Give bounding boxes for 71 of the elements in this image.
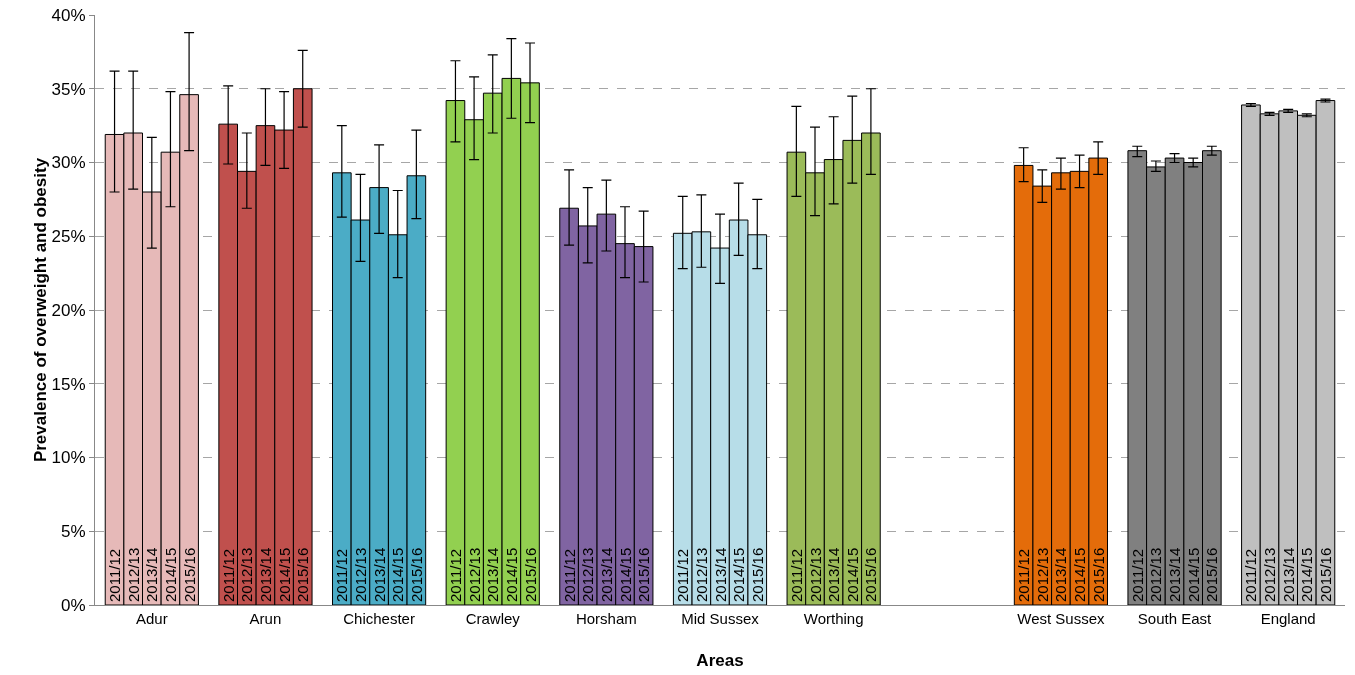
text: 2013/14 <box>1279 547 1297 602</box>
series-label: 2014/15 <box>1071 547 1089 602</box>
text: 2015/16 <box>180 547 198 602</box>
text: 2012/13 <box>806 547 824 602</box>
text: 2012/13 <box>1033 547 1051 602</box>
text: 2011/12 <box>219 548 237 602</box>
y-tick-label: 30% <box>51 153 86 173</box>
x-tick-label: Worthing <box>803 610 864 627</box>
x-tick-label: Crawley <box>465 610 521 627</box>
text: 2014/15 <box>502 547 520 602</box>
text: 2014/15 <box>1298 547 1316 602</box>
text: 2012/13 <box>351 547 369 602</box>
text: 2012/13 <box>465 547 483 602</box>
y-tick-label: 10% <box>51 448 86 468</box>
text: 2015/16 <box>407 547 425 602</box>
y-tick-label: 15% <box>51 374 86 394</box>
text: 2013/14 <box>484 547 502 602</box>
x-tick-label: Adur <box>135 610 168 627</box>
x-tick-label: Arun <box>249 610 282 627</box>
text: 2011/12 <box>333 548 351 602</box>
y-tick-label: 5% <box>61 522 86 542</box>
text: 2011/12 <box>787 548 805 602</box>
x-tick-label: Horsham <box>575 610 637 627</box>
text: 2011/12 <box>106 548 124 602</box>
x-tick-label: Chichester <box>343 610 415 627</box>
text: 2012/13 <box>124 547 142 602</box>
text: 2014/15 <box>275 547 293 602</box>
text: 2011/12 <box>674 548 692 602</box>
text: 2013/14 <box>143 547 161 602</box>
text: 2014/15 <box>730 547 748 602</box>
text: 2013/14 <box>825 547 843 602</box>
text: 2012/13 <box>692 547 710 602</box>
text: 2014/15 <box>389 547 407 602</box>
text: 2011/12 <box>560 548 578 602</box>
text: 2012/13 <box>579 547 597 602</box>
text: 2014/15 <box>161 547 179 602</box>
text: 2013/14 <box>1052 547 1070 602</box>
text: 2015/16 <box>1089 547 1107 602</box>
series-label: 2011/12 <box>1015 548 1033 602</box>
y-axis-title: Prevalence of overweight and obesity <box>30 157 50 463</box>
series-label: 2013/14 <box>1166 547 1184 602</box>
text: 2013/14 <box>256 547 274 602</box>
text: 2013/14 <box>711 547 729 602</box>
x-axis-title: Areas <box>696 651 744 670</box>
series-label: 2015/16 <box>1316 547 1334 602</box>
text: 2014/15 <box>843 547 861 602</box>
y-tick-label: 25% <box>51 227 86 247</box>
text: 2015/16 <box>748 547 766 602</box>
text: 2012/13 <box>1147 547 1165 602</box>
text: 2015/16 <box>294 547 312 602</box>
text: 2013/14 <box>370 547 388 602</box>
x-tick-label: England <box>1260 610 1316 627</box>
text: 2014/15 <box>1184 547 1202 602</box>
text: 2014/15 <box>616 547 634 602</box>
text: 2015/16 <box>862 547 880 602</box>
text: 2011/12 <box>1242 548 1260 602</box>
y-tick-label: 20% <box>51 300 86 320</box>
text: 2012/13 <box>238 547 256 602</box>
series-label: 2012/13 <box>1261 547 1279 602</box>
text: 2015/16 <box>521 547 539 602</box>
x-tick-label: West Sussex <box>1017 610 1106 627</box>
text: 2015/16 <box>635 547 653 602</box>
y-tick-label: 35% <box>51 79 86 99</box>
y-tick-label: 40% <box>51 5 86 25</box>
text: 2015/16 <box>1203 547 1221 602</box>
x-tick-label: Mid Sussex <box>681 610 760 627</box>
text: 2011/12 <box>1128 548 1146 602</box>
text: 2013/14 <box>597 547 615 602</box>
text: 2011/12 <box>446 548 464 602</box>
x-tick-label: South East <box>1137 610 1213 627</box>
y-tick-label: 0% <box>61 595 86 615</box>
